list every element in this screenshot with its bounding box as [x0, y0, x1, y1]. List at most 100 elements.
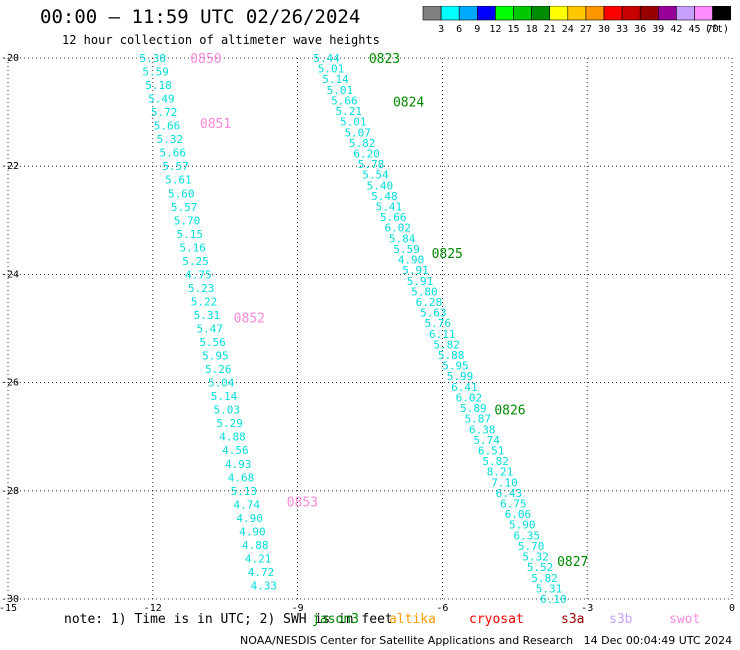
- colorbar-tick-label: 24: [562, 24, 574, 35]
- wave-height-value: 6.02: [384, 222, 411, 235]
- pass-time-label: 0826: [494, 404, 525, 419]
- y-tick-label: -26: [1, 378, 19, 389]
- credit-line: NOAA/NESDIS Center for Satellite Applica…: [240, 634, 733, 647]
- wave-height-value: 5.95: [442, 360, 469, 373]
- wave-height-value: 5.66: [380, 211, 407, 224]
- wave-height-value: 5.47: [196, 323, 223, 336]
- wave-height-chart: -15 -12 -9 -6 -3 0-20-22-24-26-28-305.385.595…: [0, 52, 735, 612]
- wave-height-value: 6.11: [429, 328, 456, 341]
- colorbar-tick-label: 33: [616, 24, 628, 35]
- wave-height-value: 5.25: [182, 255, 209, 268]
- colorbar-swatch: [712, 6, 732, 21]
- wave-height-value: 4.90: [239, 525, 266, 538]
- wave-height-value: 5.91: [407, 275, 434, 288]
- wave-height-value: 5.15: [177, 228, 204, 241]
- wave-height-value: 4.93: [225, 458, 252, 471]
- pass-time-label: 0853: [287, 496, 318, 511]
- wave-height-value: 5.72: [151, 106, 178, 119]
- colorbar-tick-label: 27: [580, 24, 592, 35]
- wave-height-value: 6.20: [353, 147, 380, 160]
- wave-height-value: 6.38: [469, 423, 496, 436]
- wave-height-value: 5.78: [358, 158, 385, 171]
- y-tick-label: -20: [1, 53, 19, 64]
- colorbar-tick-label: 6: [456, 24, 462, 35]
- pass-time-label: 0827: [557, 555, 588, 570]
- x-tick-label: -12: [144, 603, 162, 612]
- wave-height-value: 6.75: [500, 498, 527, 511]
- colorbar-tick-label: 18: [526, 24, 538, 35]
- x-tick-label: -9: [292, 603, 304, 612]
- x-tick-label: -15: [0, 603, 17, 612]
- wave-height-value: 4.74: [233, 498, 260, 511]
- wave-height-value: 5.14: [211, 390, 238, 403]
- wave-height-value: 7.10: [491, 476, 518, 489]
- page-title: 00:00 – 11:59 UTC 02/26/2024: [40, 6, 361, 28]
- colorbar-tick-label: 30: [598, 24, 610, 35]
- wave-height-value: 5.41: [376, 201, 403, 214]
- wave-height-value: 5.23: [188, 282, 215, 295]
- colorbar-tick-label: 15: [507, 24, 519, 35]
- wave-height-value: 5.57: [171, 201, 198, 214]
- wave-height-value: 5.80: [411, 285, 438, 298]
- pass-time-label: 0852: [234, 312, 265, 327]
- y-tick-label: -24: [1, 269, 19, 280]
- wave-height-value: 5.01: [318, 63, 345, 76]
- chart-note: note: 1) Time is in UTC; 2) SWH is in fe…: [64, 612, 393, 627]
- wave-height-value: 4.56: [222, 444, 249, 457]
- wave-height-value: 5.82: [482, 455, 509, 468]
- wave-height-value: 5.76: [425, 317, 452, 330]
- wave-height-value: 5.59: [393, 243, 420, 256]
- wave-height-value: 5.90: [509, 519, 536, 532]
- legend-item-altika: altika: [389, 612, 436, 627]
- wave-height-value: 6.02: [456, 391, 483, 404]
- wave-height-value: 5.48: [371, 190, 398, 203]
- legend-item-s3b: s3b: [609, 612, 633, 627]
- wave-height-value: 5.32: [157, 133, 184, 146]
- wave-height-value: 4.88: [242, 539, 269, 552]
- legend-item-s3a: s3a: [561, 612, 585, 627]
- wave-height-value: 5.01: [340, 116, 367, 129]
- wave-height-value: 5.29: [216, 417, 243, 430]
- wave-height-value: 5.04: [208, 377, 235, 390]
- pass-time-label: 0851: [200, 117, 231, 132]
- wave-height-value: 5.70: [174, 214, 201, 227]
- wave-height-value: 6.43: [496, 487, 523, 500]
- wave-height-value: 5.82: [349, 137, 376, 150]
- wave-height-value: 5.66: [331, 94, 358, 107]
- x-tick-label: -3: [581, 603, 593, 612]
- wave-height-value: 5.70: [518, 540, 545, 553]
- wave-height-value: 5.14: [322, 73, 349, 86]
- wave-height-value: 5.66: [154, 120, 181, 133]
- wave-height-value: 5.54: [362, 169, 389, 182]
- wave-height-value: 5.84: [389, 232, 416, 245]
- wave-height-value: 5.40: [367, 179, 394, 192]
- wave-height-value: 4.72: [248, 566, 275, 579]
- wave-height-value: 5.49: [148, 93, 175, 106]
- colorbar-tick-label: 12: [489, 24, 501, 35]
- wave-height-value: 5.22: [191, 295, 218, 308]
- wave-height-value: 5.88: [438, 349, 465, 362]
- wave-height-value: 5.31: [194, 309, 221, 322]
- wave-height-value: 6.51: [478, 444, 505, 457]
- pass-time-label: 0823: [369, 52, 400, 67]
- wave-height-value: 5.61: [165, 174, 192, 187]
- wave-height-value: 4.68: [228, 471, 255, 484]
- wave-height-value: 8.21: [487, 466, 514, 479]
- legend-item-swot: swot: [669, 612, 701, 627]
- wave-height-value: 6.10: [540, 593, 567, 606]
- chart-subtitle: 12 hour collection of altimeter wave hei…: [62, 33, 380, 47]
- wave-height-value: 6.41: [451, 381, 478, 394]
- wave-height-value: 5.82: [531, 572, 558, 585]
- pass-time-label: 0824: [393, 95, 424, 110]
- colorbar-tick-label: 36: [634, 24, 646, 35]
- wave-height-value: 4.90: [236, 512, 263, 525]
- x-tick-label: -6: [436, 603, 448, 612]
- wave-height-value: 6.35: [513, 529, 540, 542]
- wave-height-value: 4.21: [245, 552, 272, 565]
- y-tick-label: -22: [1, 161, 19, 172]
- wave-height-value: 5.99: [447, 370, 474, 383]
- wave-height-value: 5.07: [344, 126, 371, 139]
- wave-height-value: 6.06: [505, 508, 532, 521]
- wave-height-value: 5.01: [327, 84, 354, 97]
- wave-height-value: 4.33: [251, 579, 278, 592]
